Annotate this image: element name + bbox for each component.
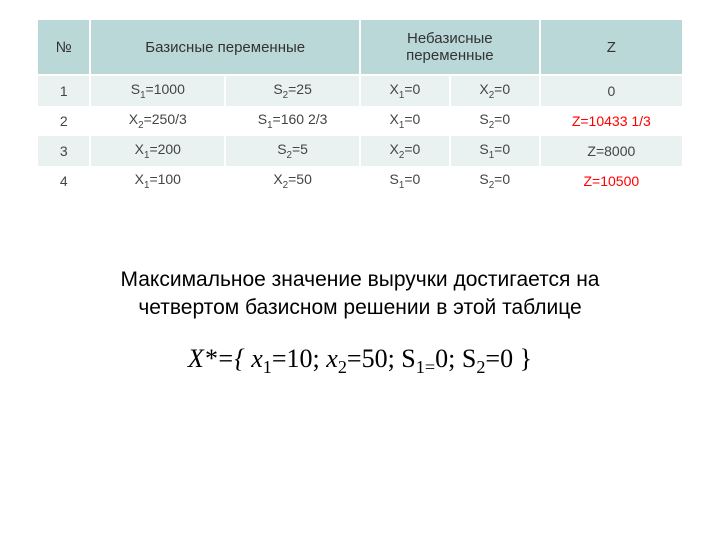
table-row: 1S1=1000S2=25X1=0X2=00 — [38, 75, 682, 106]
col-header-nonbasic: Небазисные переменные — [360, 20, 540, 75]
cell-basic-1: X1=100 — [90, 166, 225, 196]
cell-z: 0 — [540, 75, 682, 106]
col-header-basic: Базисные переменные — [90, 20, 360, 75]
table-header-row: № Базисные переменные Небазисные перемен… — [38, 20, 682, 75]
table-row: 4X1=100X2=50S1=0S2=0Z=10500 — [38, 166, 682, 196]
cell-z: Z=10433 1/3 — [540, 106, 682, 136]
cell-basic-2: S1=160 2/3 — [225, 106, 360, 136]
optimal-solution-formula: X*={ x1=10; x2=50; S1=0; S2=0 } — [38, 344, 682, 378]
caption-text: Максимальное значение выручки достигаетс… — [38, 266, 682, 323]
cell-basic-2: X2=50 — [225, 166, 360, 196]
cell-z: Z=8000 — [540, 136, 682, 166]
basis-table: № Базисные переменные Небазисные перемен… — [38, 20, 682, 196]
cell-nonbasic-2: S2=0 — [450, 166, 540, 196]
cell-nonbasic-2: S2=0 — [450, 106, 540, 136]
cell-number: 1 — [38, 75, 90, 106]
cell-basic-1: X2=250/3 — [90, 106, 225, 136]
page: № Базисные переменные Небазисные перемен… — [0, 0, 720, 540]
cell-basic-1: X1=200 — [90, 136, 225, 166]
cell-nonbasic-1: S1=0 — [360, 166, 450, 196]
cell-basic-2: S2=25 — [225, 75, 360, 106]
cell-nonbasic-2: S1=0 — [450, 136, 540, 166]
col-header-number: № — [38, 20, 90, 75]
cell-number: 4 — [38, 166, 90, 196]
col-header-z: Z — [540, 20, 682, 75]
cell-number: 3 — [38, 136, 90, 166]
cell-nonbasic-1: X1=0 — [360, 75, 450, 106]
cell-basic-1: S1=1000 — [90, 75, 225, 106]
table-row: 3X1=200S2=5X2=0S1=0Z=8000 — [38, 136, 682, 166]
cell-nonbasic-2: X2=0 — [450, 75, 540, 106]
cell-z: Z=10500 — [540, 166, 682, 196]
cell-number: 2 — [38, 106, 90, 136]
table-row: 2X2=250/3S1=160 2/3X1=0S2=0Z=10433 1/3 — [38, 106, 682, 136]
cell-nonbasic-1: X2=0 — [360, 136, 450, 166]
cell-nonbasic-1: X1=0 — [360, 106, 450, 136]
cell-basic-2: S2=5 — [225, 136, 360, 166]
